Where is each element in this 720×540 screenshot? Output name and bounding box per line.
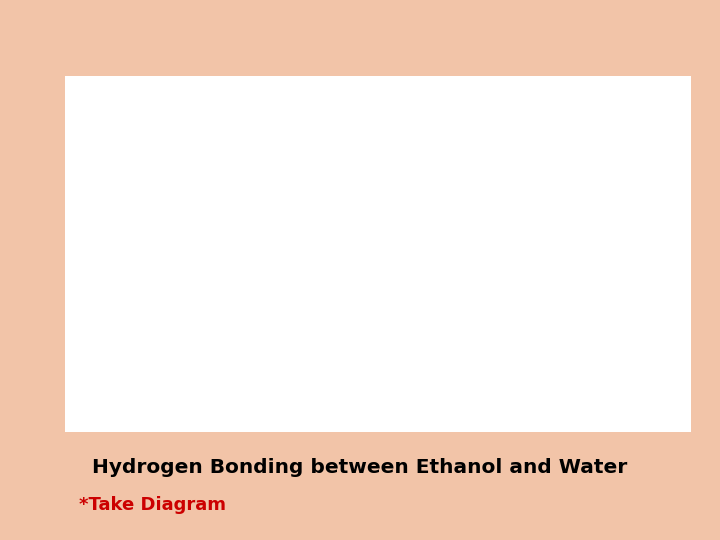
Text: H: H <box>259 172 282 198</box>
Text: δ+: δ+ <box>321 334 353 354</box>
Text: Hydrogen bond: Hydrogen bond <box>476 98 636 118</box>
Text: *Take Diagram: *Take Diagram <box>79 496 226 514</box>
Text: H: H <box>166 172 188 198</box>
Text: C: C <box>272 254 292 280</box>
Text: Hydrogen Bonding between Ethanol and Water: Hydrogen Bonding between Ethanol and Wat… <box>92 457 628 477</box>
Text: δ–: δ– <box>487 359 512 379</box>
Text: H: H <box>166 338 188 364</box>
Text: H: H <box>259 338 282 364</box>
Text: δ+: δ+ <box>500 257 532 277</box>
Text: O: O <box>358 254 380 280</box>
Text: H: H <box>469 254 491 280</box>
Text: H: H <box>70 254 91 280</box>
Text: O: O <box>527 328 549 355</box>
Text: C: C <box>179 254 198 280</box>
Text: δ–: δ– <box>315 230 340 249</box>
Text: H: H <box>410 338 433 364</box>
Text: H: H <box>621 328 642 355</box>
